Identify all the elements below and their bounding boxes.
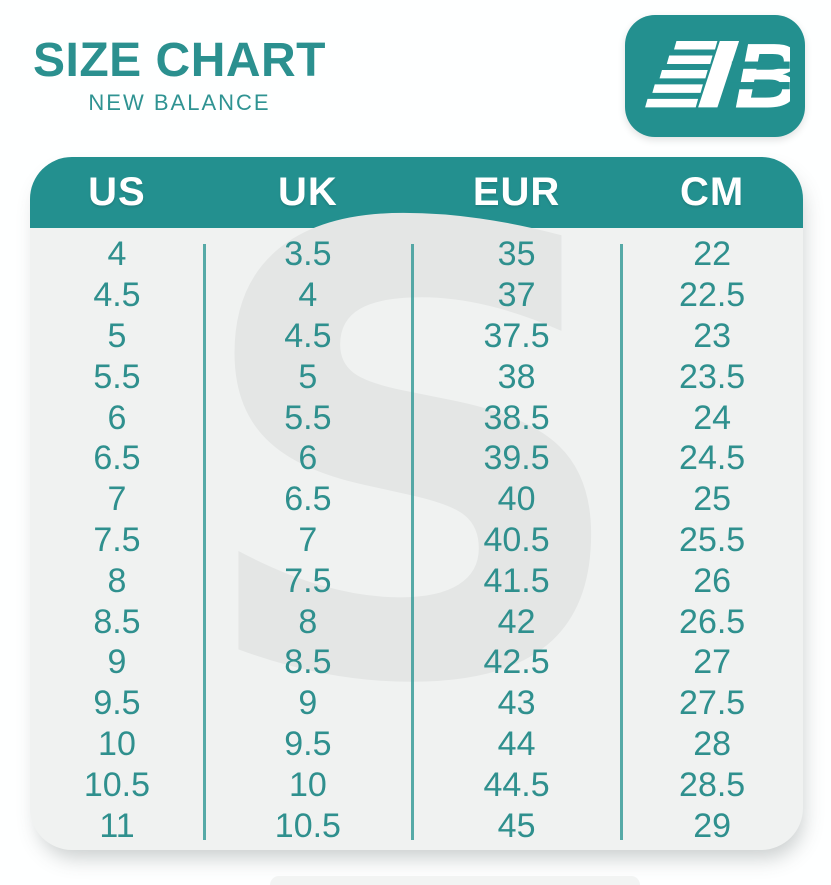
size-cell: 37 bbox=[497, 276, 536, 315]
column-divider bbox=[410, 244, 414, 840]
size-cell: 45 bbox=[497, 806, 536, 845]
size-cell: 44 bbox=[497, 724, 536, 763]
table-row: 9 8.5 42.5 27 bbox=[30, 642, 803, 683]
table-row: 11 10.5 45 29 bbox=[30, 805, 803, 846]
size-cell: 8 bbox=[107, 561, 127, 600]
size-cell: 22 bbox=[693, 235, 732, 274]
size-cell: 10 bbox=[288, 765, 327, 804]
size-cell: 6.5 bbox=[284, 480, 332, 519]
table-row: 6.5 6 39.5 24.5 bbox=[30, 438, 803, 479]
size-cell: 23.5 bbox=[679, 357, 746, 396]
size-cell: 8.5 bbox=[93, 602, 141, 641]
column-divider bbox=[202, 244, 206, 840]
size-cell: 40 bbox=[497, 480, 536, 519]
size-chart-table: US UK EUR CM S 4 3.5 35 22 4.5 4 37 22.5 5 4.5 37.… bbox=[30, 157, 803, 850]
size-cell: 9 bbox=[298, 684, 318, 723]
nb-monogram-icon: B bbox=[645, 29, 790, 123]
table-row: 10.5 10 44.5 28.5 bbox=[30, 764, 803, 805]
size-cell: 38 bbox=[497, 357, 536, 396]
column-header-uk: UK bbox=[277, 170, 338, 214]
page-title: SIZE CHART bbox=[33, 34, 326, 87]
size-cell: 8 bbox=[298, 602, 318, 641]
table-row: 7.5 7 40.5 25.5 bbox=[30, 520, 803, 561]
table-row: 10 9.5 44 28 bbox=[30, 724, 803, 765]
size-cell: 5 bbox=[298, 357, 318, 396]
size-cell: 27 bbox=[693, 643, 732, 682]
size-cell: 4.5 bbox=[93, 276, 141, 315]
size-cell: 24 bbox=[693, 398, 732, 437]
size-cell: 10.5 bbox=[274, 806, 341, 845]
size-cell: 9.5 bbox=[93, 684, 141, 723]
column-divider bbox=[620, 244, 624, 840]
size-table-body: S 4 3.5 35 22 4.5 4 37 22.5 5 4.5 37.5 23 5.5 5 38 23.5… bbox=[30, 157, 803, 850]
table-row: 5 4.5 37.5 23 bbox=[30, 316, 803, 357]
page-subtitle: NEW BALANCE bbox=[88, 90, 271, 116]
table-row: 8.5 8 42 26.5 bbox=[30, 601, 803, 642]
size-cell: 37.5 bbox=[483, 316, 550, 355]
size-cell: 39.5 bbox=[483, 439, 550, 478]
size-cell: 11 bbox=[99, 806, 135, 845]
size-cell: 5.5 bbox=[284, 398, 332, 437]
size-cell: 44.5 bbox=[483, 765, 550, 804]
size-cell: 9.5 bbox=[284, 724, 332, 763]
size-cell: 28 bbox=[693, 724, 732, 763]
column-header-us: US bbox=[88, 170, 146, 214]
size-cell: 42 bbox=[497, 602, 536, 641]
size-cell: 26 bbox=[693, 561, 732, 600]
size-cell: 4 bbox=[298, 276, 318, 315]
size-cell: 23 bbox=[693, 316, 732, 355]
size-cell: 35 bbox=[497, 235, 536, 274]
size-cell: 26.5 bbox=[679, 602, 746, 641]
size-cell: 38.5 bbox=[483, 398, 550, 437]
size-rows-container: 4 3.5 35 22 4.5 4 37 22.5 5 4.5 37.5 23 5.5 5 38 23.5 6 5… bbox=[30, 228, 803, 850]
size-cell: 29 bbox=[693, 806, 732, 845]
page-title-block: SIZE CHART NEW BALANCE bbox=[33, 34, 326, 116]
table-row: 5.5 5 38 23.5 bbox=[30, 356, 803, 397]
table-row: 4 3.5 35 22 bbox=[30, 234, 803, 275]
size-cell: 5 bbox=[107, 316, 127, 355]
table-row: 4.5 4 37 22.5 bbox=[30, 275, 803, 316]
size-cell: 7 bbox=[107, 480, 127, 519]
size-cell: 27.5 bbox=[679, 684, 746, 723]
size-cell: 9 bbox=[107, 643, 127, 682]
size-cell: 3.5 bbox=[284, 235, 332, 274]
size-cell: 10 bbox=[98, 724, 136, 763]
size-cell: 40.5 bbox=[483, 520, 550, 559]
size-cell: 7 bbox=[298, 520, 318, 559]
size-cell: 6 bbox=[107, 398, 127, 437]
size-cell: 6 bbox=[298, 439, 318, 478]
size-cell: 41.5 bbox=[483, 561, 550, 600]
size-cell: 10.5 bbox=[83, 765, 151, 804]
size-cell: 22.5 bbox=[679, 276, 746, 315]
size-cell: 28.5 bbox=[679, 765, 746, 804]
size-table-header: US UK EUR CM bbox=[30, 157, 803, 228]
column-header-cm: CM bbox=[680, 170, 745, 214]
size-cell: 42.5 bbox=[483, 643, 550, 682]
size-cell: 4.5 bbox=[284, 316, 332, 355]
size-cell: 25.5 bbox=[679, 520, 746, 559]
table-row: 7 6.5 40 25 bbox=[30, 479, 803, 520]
table-row: 9.5 9 43 27.5 bbox=[30, 683, 803, 724]
table-row: 8 7.5 41.5 26 bbox=[30, 560, 803, 601]
size-cell: 5.5 bbox=[93, 357, 141, 396]
size-cell: 4 bbox=[107, 235, 127, 274]
size-cell: 7.5 bbox=[93, 520, 141, 559]
bottom-edge-fragment bbox=[270, 876, 640, 885]
table-row: 6 5.5 38.5 24 bbox=[30, 397, 803, 438]
column-header-eur: EUR bbox=[472, 170, 561, 214]
size-cell: 25 bbox=[693, 480, 732, 519]
size-cell: 8.5 bbox=[284, 643, 332, 682]
new-balance-logo: B bbox=[625, 15, 805, 137]
size-cell: 6.5 bbox=[93, 439, 141, 478]
size-cell: 24.5 bbox=[679, 439, 746, 478]
size-cell: 43 bbox=[497, 684, 536, 723]
size-cell: 7.5 bbox=[284, 561, 332, 600]
svg-text:B: B bbox=[734, 29, 790, 123]
